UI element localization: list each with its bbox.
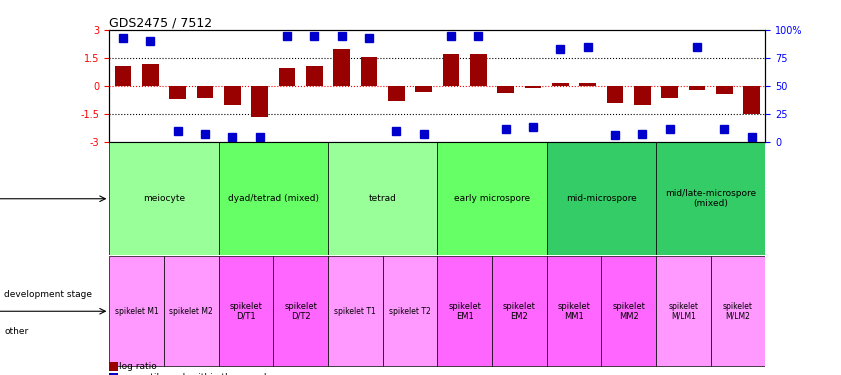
Text: development stage: development stage (4, 290, 93, 299)
FancyBboxPatch shape (109, 256, 164, 366)
Bar (442, 54, 459, 86)
Text: other: other (4, 327, 29, 336)
Text: spikelet
M/LM2: spikelet M/LM2 (723, 302, 753, 321)
Text: spikelet M2: spikelet M2 (169, 307, 214, 316)
Bar (552, 82, 569, 86)
Bar (169, 86, 186, 99)
Text: spikelet
EM2: spikelet EM2 (503, 302, 536, 321)
FancyBboxPatch shape (437, 142, 547, 255)
Bar (689, 86, 705, 90)
FancyBboxPatch shape (383, 256, 437, 366)
FancyBboxPatch shape (109, 142, 219, 255)
Bar (197, 86, 214, 98)
Text: percentile rank within the sample: percentile rank within the sample (119, 374, 272, 375)
Text: spikelet
M/LM1: spikelet M/LM1 (669, 302, 698, 321)
Text: early microspore: early microspore (454, 194, 530, 203)
Bar (224, 86, 241, 105)
FancyBboxPatch shape (656, 256, 711, 366)
Bar (579, 82, 595, 86)
Bar (743, 86, 759, 114)
Text: spikelet
EM1: spikelet EM1 (448, 302, 481, 321)
FancyBboxPatch shape (437, 256, 492, 366)
FancyBboxPatch shape (547, 256, 601, 366)
Text: mid/late-microspore
(mixed): mid/late-microspore (mixed) (665, 189, 756, 209)
Bar (716, 86, 733, 94)
Text: spikelet M1: spikelet M1 (114, 307, 159, 316)
Text: dyad/tetrad (mixed): dyad/tetrad (mixed) (228, 194, 319, 203)
FancyBboxPatch shape (273, 256, 328, 366)
Bar (114, 66, 131, 86)
Text: log ratio: log ratio (119, 362, 157, 371)
FancyBboxPatch shape (492, 256, 547, 366)
Text: spikelet
MM1: spikelet MM1 (558, 302, 590, 321)
FancyBboxPatch shape (219, 142, 328, 255)
Bar (606, 86, 623, 103)
Text: tetrad: tetrad (368, 194, 397, 203)
FancyBboxPatch shape (601, 256, 656, 366)
FancyBboxPatch shape (219, 256, 273, 366)
Text: GDS2475 / 7512: GDS2475 / 7512 (109, 17, 213, 30)
Bar (497, 86, 514, 93)
FancyBboxPatch shape (328, 142, 437, 255)
Text: spikelet T2: spikelet T2 (389, 307, 431, 316)
Bar (142, 64, 158, 86)
Text: spikelet
D/T1: spikelet D/T1 (230, 302, 262, 321)
Bar (279, 68, 295, 86)
Bar (251, 86, 267, 117)
Text: meiocyte: meiocyte (143, 194, 185, 203)
Bar (361, 57, 377, 86)
Text: spikelet
MM2: spikelet MM2 (612, 302, 645, 321)
Text: mid-microspore: mid-microspore (566, 194, 637, 203)
Bar (388, 86, 405, 101)
Text: spikelet
D/T2: spikelet D/T2 (284, 302, 317, 321)
Bar (333, 49, 350, 86)
FancyBboxPatch shape (164, 256, 219, 366)
Bar (415, 86, 431, 92)
FancyBboxPatch shape (328, 256, 383, 366)
Bar (525, 86, 542, 88)
FancyBboxPatch shape (711, 256, 765, 366)
Bar (661, 86, 678, 98)
FancyBboxPatch shape (656, 142, 765, 255)
FancyBboxPatch shape (547, 142, 656, 255)
Text: spikelet T1: spikelet T1 (335, 307, 376, 316)
Bar (306, 66, 323, 86)
Bar (470, 54, 486, 86)
Bar (634, 86, 651, 105)
